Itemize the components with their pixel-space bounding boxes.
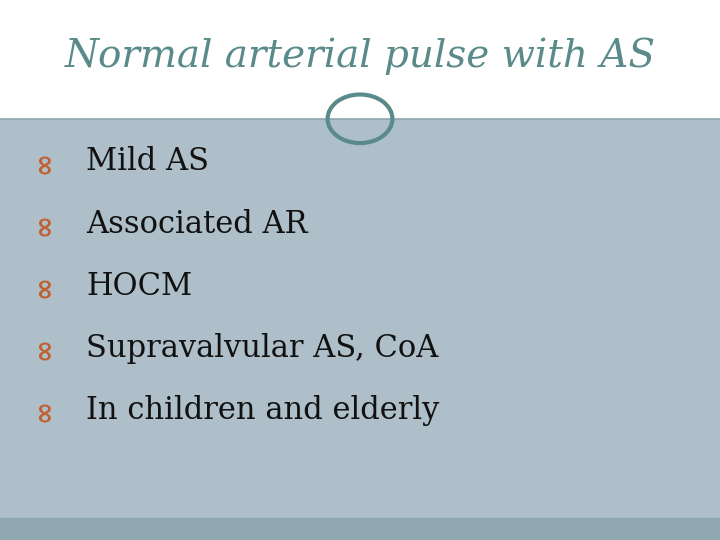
Text: ∞: ∞ [29,399,57,422]
Text: Mild AS: Mild AS [86,146,210,178]
Text: ∞: ∞ [29,337,57,360]
Text: ∞: ∞ [29,275,57,298]
Text: In children and elderly: In children and elderly [86,395,440,426]
Text: Normal arterial pulse with AS: Normal arterial pulse with AS [65,38,655,76]
Text: ∞: ∞ [29,151,57,173]
FancyBboxPatch shape [0,518,720,540]
Text: Supravalvular AS, CoA: Supravalvular AS, CoA [86,333,438,364]
Text: Associated AR: Associated AR [86,208,308,240]
Text: HOCM: HOCM [86,271,192,302]
Text: ∞: ∞ [29,213,57,235]
FancyBboxPatch shape [0,119,720,540]
